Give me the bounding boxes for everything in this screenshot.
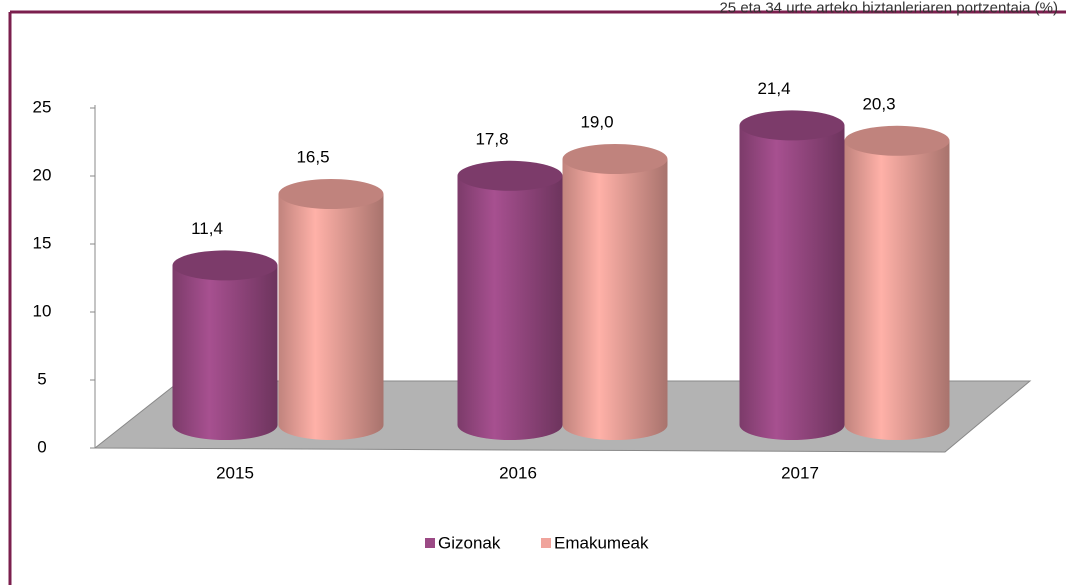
bar-top	[172, 250, 278, 281]
data-label: 11,4	[191, 219, 223, 238]
data-label: 21,4	[757, 79, 790, 98]
y-tick-label: 0	[37, 437, 46, 456]
legend-swatch	[541, 538, 551, 548]
bar	[844, 140, 950, 441]
legend-label: Gizonak	[438, 533, 501, 552]
data-label: 19,0	[580, 112, 613, 131]
y-tick-label: 5	[37, 369, 46, 388]
bar-top	[844, 125, 950, 156]
y-tick-label: 20	[33, 165, 52, 184]
chart-title: 25 eta 34 urte arteko biztanleriaren por…	[719, 0, 1058, 16]
data-label: 16,5	[296, 147, 329, 166]
bar	[562, 159, 668, 440]
bar-top	[739, 110, 845, 141]
data-label: 17,8	[475, 129, 508, 148]
y-tick-label: 25	[33, 97, 52, 116]
bar	[172, 265, 278, 440]
bar	[278, 194, 384, 440]
bar	[739, 125, 845, 440]
bar	[457, 175, 563, 441]
x-tick-label: 2017	[781, 463, 819, 482]
x-tick-label: 2015	[216, 463, 254, 482]
data-label: 20,3	[862, 94, 895, 113]
x-tick-label: 2016	[499, 463, 537, 482]
y-tick-label: 15	[33, 233, 52, 252]
legend-swatch	[425, 538, 435, 548]
y-tick-label: 10	[33, 301, 52, 320]
legend-label: Emakumeak	[554, 533, 649, 552]
bar-top	[278, 179, 384, 209]
bar-top	[562, 144, 668, 174]
bar-top	[457, 160, 563, 191]
